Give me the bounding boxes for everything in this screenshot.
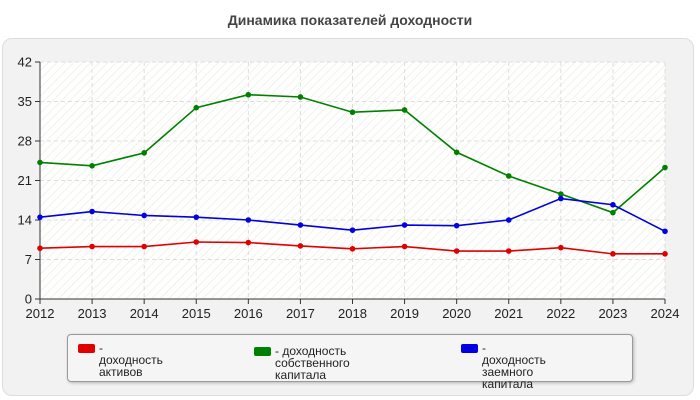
legend-label-debt-line2: капитала: [482, 377, 534, 391]
legend-swatch-debt: [461, 344, 478, 353]
data-point-0-7[interactable]: [401, 243, 408, 250]
data-point-2-3[interactable]: [193, 214, 200, 220]
y-tick-label: 21: [18, 173, 32, 188]
x-tick-label: 2020: [442, 306, 471, 321]
y-tick-label: 28: [18, 134, 32, 149]
data-point-1-2[interactable]: [141, 150, 147, 156]
data-point-1-11[interactable]: [610, 209, 616, 216]
data-point-0-6[interactable]: [349, 245, 356, 252]
data-point-2-7[interactable]: [401, 222, 408, 228]
data-point-0-11[interactable]: [610, 251, 616, 257]
data-point-1-1[interactable]: [89, 163, 95, 169]
x-tick-label: 2024: [651, 306, 680, 321]
data-point-2-0[interactable]: [37, 214, 43, 220]
x-tick-label: 2013: [78, 306, 107, 321]
y-tick-label: 0: [25, 292, 32, 307]
data-point-1-12[interactable]: [662, 164, 668, 171]
data-point-1-4[interactable]: [245, 91, 252, 98]
x-tick-label: 2016: [234, 306, 263, 321]
x-tick-label: 2012: [26, 306, 55, 321]
x-tick-label: 2018: [338, 306, 367, 321]
data-point-1-10[interactable]: [558, 191, 564, 197]
data-point-0-8[interactable]: [453, 248, 460, 254]
data-point-0-9[interactable]: [505, 248, 512, 254]
y-tick-label: 35: [18, 94, 32, 109]
data-point-2-12[interactable]: [662, 228, 668, 235]
legend-label-equity-line2: капитала: [275, 368, 327, 382]
x-tick-label: 2019: [390, 306, 419, 321]
axes: [35, 61, 666, 304]
data-point-0-10[interactable]: [558, 244, 564, 251]
data-point-0-2[interactable]: [141, 243, 147, 250]
legend-label-debt-line1: - доходность заемного: [482, 341, 546, 379]
x-tick-label: 2022: [546, 306, 575, 321]
data-point-0-5[interactable]: [297, 243, 304, 249]
data-point-1-3[interactable]: [193, 104, 200, 111]
data-point-1-6[interactable]: [349, 109, 356, 116]
data-point-2-8[interactable]: [453, 222, 460, 229]
x-tick-label: 2023: [598, 306, 627, 321]
data-point-2-11[interactable]: [610, 201, 616, 208]
data-point-2-5[interactable]: [297, 222, 304, 228]
series-group: [37, 91, 668, 257]
y-tick-label: 7: [25, 252, 32, 267]
x-tick-label: 2017: [286, 306, 315, 321]
data-point-2-9[interactable]: [505, 217, 512, 223]
data-point-1-9[interactable]: [505, 173, 512, 179]
y-tick-label: 42: [18, 55, 32, 70]
chart-title: Динамика показателей доходности: [227, 12, 473, 28]
data-point-0-0[interactable]: [37, 245, 43, 252]
grid-lines: [40, 61, 666, 299]
data-point-2-4[interactable]: [245, 217, 252, 223]
data-point-0-4[interactable]: [245, 239, 252, 246]
legend-swatch-assets: [78, 344, 95, 353]
legend-label-assets: - доходность активов: [99, 341, 163, 379]
y-axis-ticks: 0 7 14 21 28 35 42: [18, 55, 32, 307]
x-tick-label: 2021: [494, 306, 523, 321]
data-point-2-1[interactable]: [89, 208, 95, 215]
data-point-0-12[interactable]: [662, 251, 668, 257]
x-tick-label: 2014: [130, 306, 159, 321]
data-point-1-8[interactable]: [453, 149, 460, 156]
data-point-2-2[interactable]: [141, 212, 147, 219]
legend-label-equity-line1: - доходность собственного: [275, 344, 350, 370]
data-point-0-3[interactable]: [193, 239, 200, 245]
data-point-1-7[interactable]: [401, 107, 408, 113]
x-axis-ticks: 2012 2013 2014 2015 2016 2017 2018 2019 2020 2021…: [26, 306, 680, 321]
x-tick-label: 2015: [182, 306, 211, 321]
data-point-2-6[interactable]: [349, 227, 356, 233]
legend-swatch-equity: [254, 347, 271, 356]
y-tick-label: 14: [18, 213, 32, 228]
data-point-1-0[interactable]: [37, 159, 43, 166]
data-point-0-1[interactable]: [89, 243, 95, 250]
legend: - доходность активов - доходность собств…: [67, 334, 633, 390]
data-point-2-10[interactable]: [558, 195, 564, 202]
data-point-1-5[interactable]: [297, 94, 304, 100]
